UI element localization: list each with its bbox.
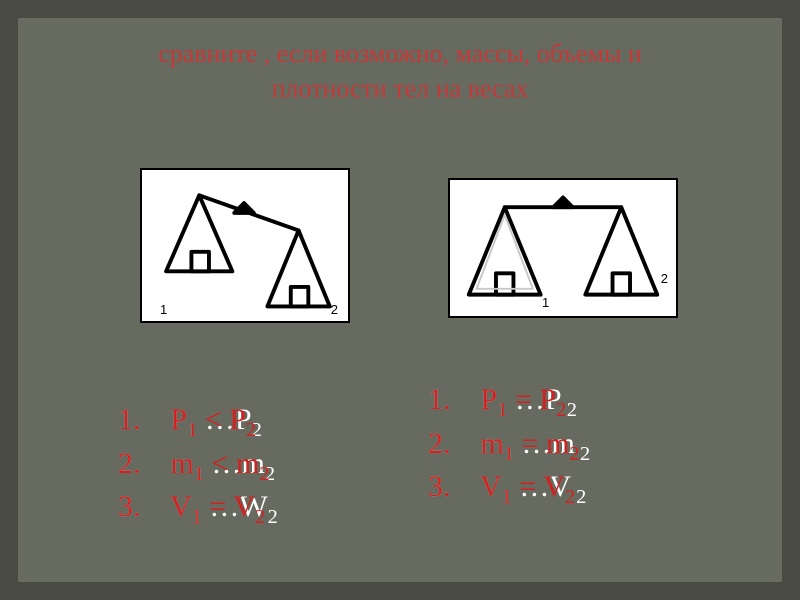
right-label-1: 1 [542, 295, 549, 310]
balance-right-svg [450, 180, 676, 316]
answers-right: 1. P1 …P 2 1. P1 = P2 2. m1 …m 2 2. m1 =… [428, 378, 590, 509]
balance-left-svg [142, 170, 348, 321]
right-label-2: 2 [661, 271, 668, 286]
title-line-1: сравните , если возможно, массы, объемы … [158, 39, 642, 68]
balance-diagram-right: 1 2 [448, 178, 678, 318]
left-label-1: 1 [160, 302, 167, 317]
ans-left-row-3: 3. V1 …W2 3. V1 = V2 [118, 485, 278, 529]
left-label-2: 2 [331, 302, 338, 317]
ans-right-row-1: 1. P1 …P 2 1. P1 = P2 [428, 378, 590, 422]
balance-diagram-left: 1 2 [140, 168, 350, 323]
ans-left-row-1: 1. P1 …P2 1. P1 < P2 [118, 398, 278, 442]
answers-left: 1. P1 …P2 1. P1 < P2 2. m1 …m2 2. m1 < m… [118, 398, 278, 529]
ans-right-row-2: 2. m1 …m 2 2. m1 = m2 [428, 422, 590, 466]
slide: сравните , если возможно, массы, объемы … [0, 0, 800, 600]
title: сравните , если возможно, массы, объемы … [18, 36, 782, 106]
ans-right-row-3: 3. V1 …V 2 3. V1 = V2 [428, 465, 590, 509]
title-line-2: плотности тел на весах [272, 74, 529, 103]
num-red: 1. [118, 403, 141, 436]
ans-left-row-2: 2. m1 …m2 2. m1 < m2 [118, 442, 278, 486]
